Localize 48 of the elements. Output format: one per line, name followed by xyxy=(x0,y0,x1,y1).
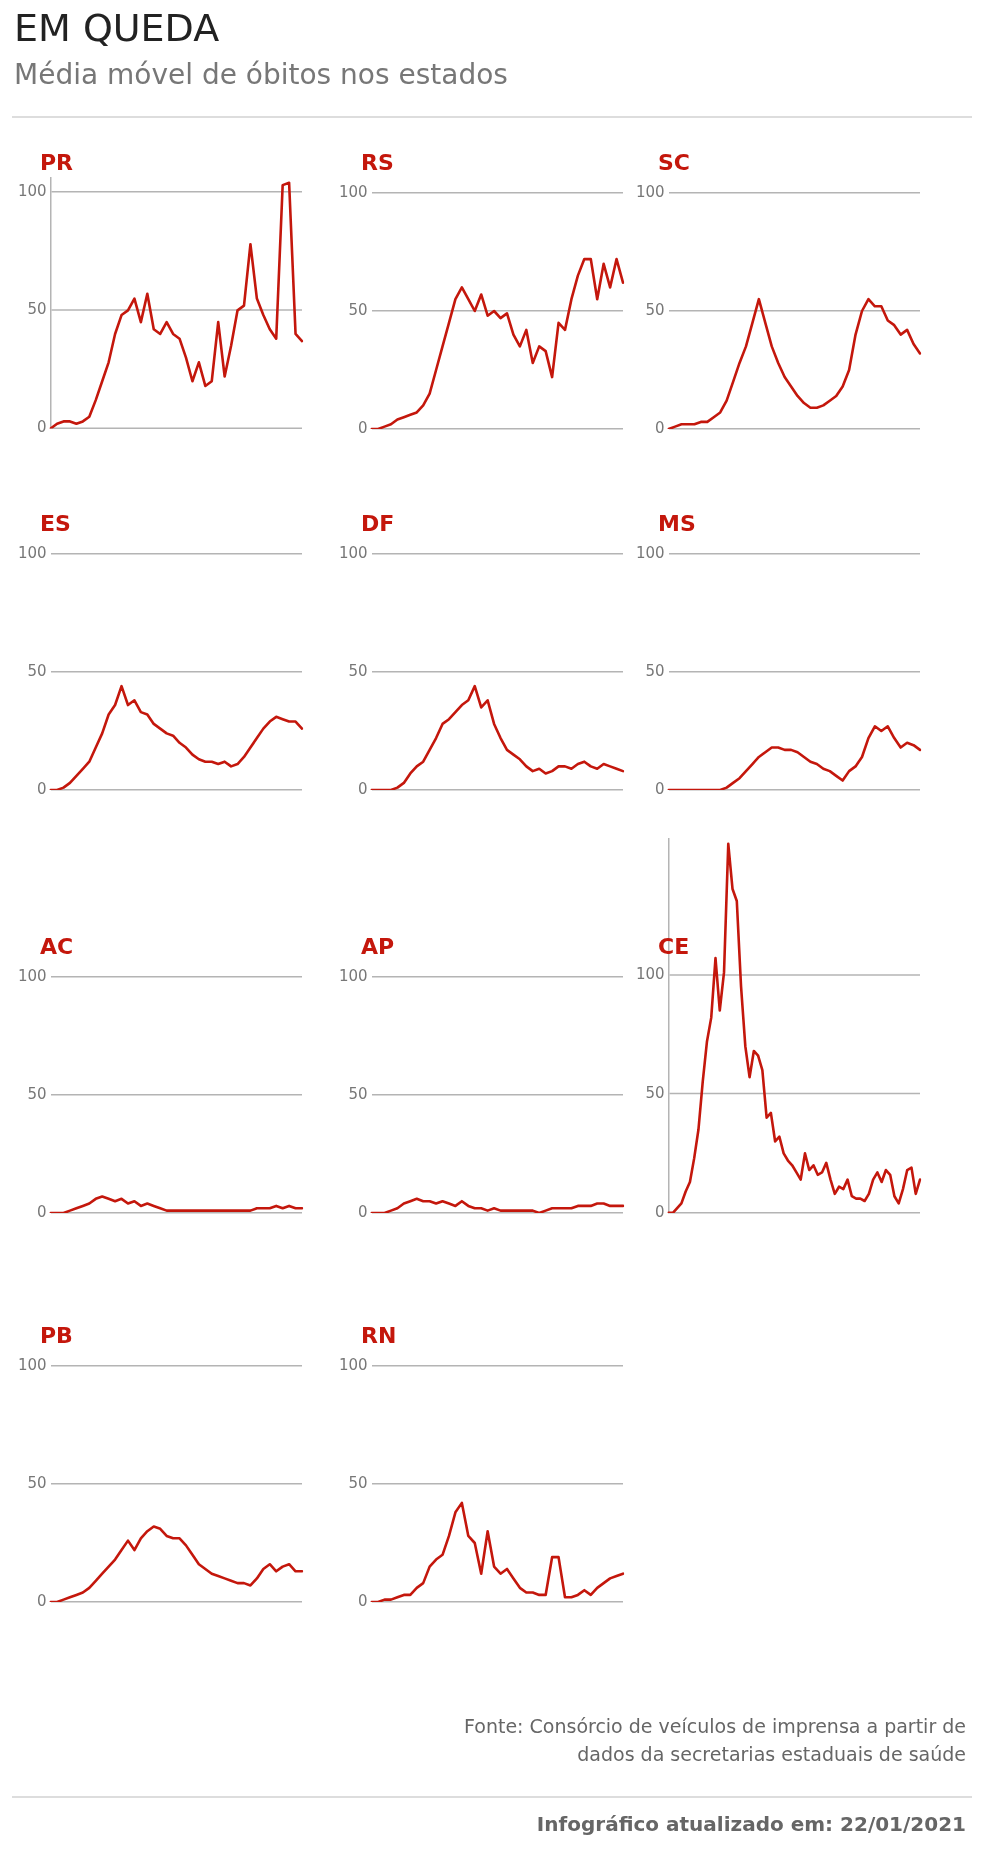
y-tick-label: 0 xyxy=(358,418,368,437)
chart-title: DF xyxy=(361,511,395,536)
y-tick-label: 50 xyxy=(27,300,47,319)
y-tick-label: 100 xyxy=(338,543,368,562)
text: CE xyxy=(658,934,690,959)
y-tick-label: 0 xyxy=(37,418,47,437)
chart-title: ES xyxy=(40,511,71,536)
y-tick-label: 0 xyxy=(358,779,368,798)
y-tick-label: 50 xyxy=(27,1084,47,1103)
y-tick-label: 50 xyxy=(348,1084,368,1103)
y-tick-label: 0 xyxy=(655,1202,665,1221)
chart-title: AP xyxy=(361,934,395,959)
y-tick-label: 50 xyxy=(348,300,368,319)
y-tick-label: 50 xyxy=(645,661,665,680)
chart-title: AC xyxy=(40,934,74,959)
chart-title: RN xyxy=(361,1323,397,1348)
y-tick-label: 0 xyxy=(655,418,665,437)
y-tick-label: 50 xyxy=(27,1473,47,1492)
y-tick-label: 50 xyxy=(27,661,47,680)
y-tick-label: 100 xyxy=(17,966,47,985)
y-tick-label: 100 xyxy=(17,1355,47,1374)
y-tick-label: 100 xyxy=(338,966,368,985)
y-tick-label: 0 xyxy=(37,1202,47,1221)
chart-title: MS xyxy=(658,511,696,536)
y-tick-label: 50 xyxy=(645,300,665,319)
y-tick-label: 0 xyxy=(655,779,665,798)
y-tick-label: 100 xyxy=(635,182,665,201)
y-tick-label: 100 xyxy=(635,543,665,562)
y-tick-label: 0 xyxy=(37,1591,47,1610)
y-tick-label: 50 xyxy=(348,661,368,680)
y-tick-label: 0 xyxy=(37,779,47,798)
text: Infográfico atualizado em: 22/01/2021 xyxy=(536,1812,966,1836)
y-tick-label: 100 xyxy=(17,543,47,562)
source-note: Fonte: Consórcio de veículos de imprensa a partir de dados da secretarias estaduais de saúde xyxy=(463,1714,966,1767)
chart-title: PR xyxy=(40,150,74,175)
y-tick-label: 100 xyxy=(636,964,665,983)
chart-title: PB xyxy=(40,1323,73,1348)
chart-title: SC xyxy=(658,150,690,175)
chart-title: RS xyxy=(361,150,394,175)
text: EM QUEDA xyxy=(14,6,220,50)
text: Média móvel de óbitos nos estados xyxy=(14,58,508,91)
y-tick-label: 100 xyxy=(338,1355,368,1374)
y-tick-label: 100 xyxy=(18,182,47,201)
y-tick-label: 50 xyxy=(645,1083,665,1102)
y-tick-label: 0 xyxy=(358,1591,368,1610)
y-tick-label: 100 xyxy=(338,182,368,201)
y-tick-label: 50 xyxy=(348,1473,368,1492)
y-tick-label: 0 xyxy=(358,1202,368,1221)
